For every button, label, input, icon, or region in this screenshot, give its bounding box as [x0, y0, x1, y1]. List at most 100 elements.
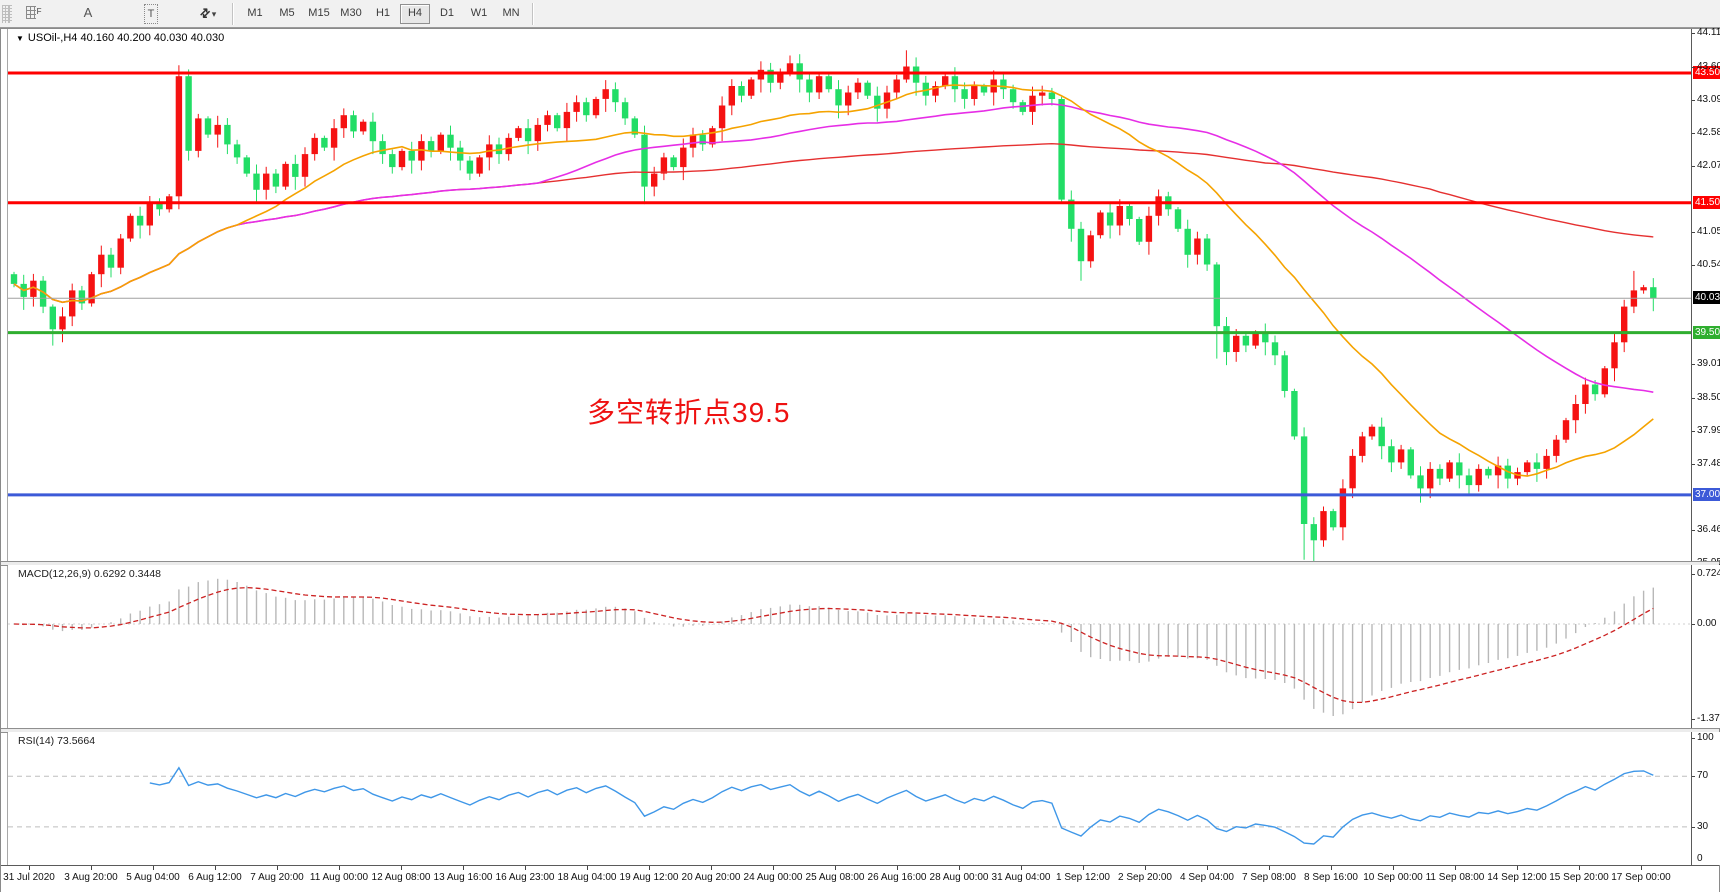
price-tick-mark — [1692, 430, 1695, 432]
candles-layer — [10, 50, 1657, 561]
price-tick-mark — [1692, 165, 1695, 167]
time-tick-mark — [1145, 866, 1146, 870]
macd-tick-mark — [1692, 718, 1695, 720]
price-tick-label: 40.54 — [1697, 259, 1720, 271]
time-tick-mark — [1021, 866, 1022, 870]
date-label: 31 Aug 04:00 — [991, 872, 1051, 883]
timeframe-button-D1[interactable]: D1 — [439, 6, 455, 19]
rsi-tick-label: 30 — [1697, 820, 1709, 832]
time-tick-mark — [1393, 866, 1394, 870]
date-label: 7 Sep 08:00 — [1242, 872, 1296, 883]
chart-annotation[interactable]: 多空转折点39.5 — [587, 397, 791, 428]
date-label: 8 Sep 16:00 — [1304, 872, 1358, 883]
price-tick-mark — [1692, 364, 1695, 366]
time-tick-mark — [835, 866, 836, 870]
grid-f-letter: F — [35, 2, 42, 21]
date-label: 7 Aug 20:00 — [250, 872, 304, 883]
timeframe-button-M5[interactable]: M5 — [279, 6, 295, 19]
time-tick-mark — [153, 866, 154, 870]
window-left-edge — [1, 29, 8, 865]
macd-tick-label: -1.37 — [1697, 712, 1720, 724]
timeframe-button-M30[interactable]: M30 — [340, 6, 362, 19]
time-axis[interactable]: 31 Jul 2020 3 Aug 20:00 5 Aug 04:00 6 Aug 1… — [1, 865, 1719, 892]
rsi-panel[interactable]: RSI(14) 73.5664 — [8, 732, 1691, 865]
price-tick-mark — [1692, 33, 1695, 35]
macd-signal-line — [13, 586, 1654, 704]
time-tick-mark — [773, 866, 774, 870]
macd-panel[interactable]: MACD(12,26,9) 0.6292 0.3448 — [8, 565, 1691, 728]
rsi-axis[interactable]: 100 70 30 0 — [1691, 732, 1720, 866]
time-tick-mark — [1641, 866, 1642, 870]
date-label: 15 Sep 20:00 — [1549, 872, 1609, 883]
toolbar-drag-handle[interactable] — [2, 4, 12, 23]
date-label: 20 Aug 20:00 — [681, 872, 741, 883]
rsi-tick-label: 100 — [1697, 732, 1714, 744]
time-tick-mark — [215, 866, 216, 870]
price-badge-41.50: 41.50 — [1693, 195, 1720, 209]
date-label: 2 Sep 20:00 — [1118, 872, 1172, 883]
toolbar-separator — [232, 2, 234, 25]
price-tick-label: 43.60 — [1697, 60, 1720, 72]
rsi-tick-label: 0 — [1697, 853, 1703, 864]
timeframe-button-H1[interactable]: H1 — [375, 6, 391, 19]
text-label-icon[interactable]: A — [83, 4, 93, 20]
grid-f-icon[interactable]: F — [18, 2, 48, 25]
diagonal-arrows-glyph: ⇄ — [196, 3, 214, 22]
main-chart-panel[interactable]: ▼ USOil-,H4 40.160 40.200 40.030 40.030 — [8, 29, 1691, 561]
date-label: 3 Aug 20:00 — [64, 872, 118, 883]
date-label: 31 Jul 2020 — [3, 872, 55, 883]
macd-axis[interactable]: 0.7244 0.00 -1.37 — [1691, 565, 1720, 728]
time-tick-mark — [1207, 866, 1208, 870]
date-label: 13 Aug 16:00 — [433, 872, 493, 883]
toolbar: F A T ⇄▾ M1 M5 M15 M30 H1 H4 D1 W1 MN — [0, 0, 1720, 28]
price-tick-mark — [1692, 66, 1695, 68]
time-tick-mark — [339, 866, 340, 870]
text-tool-glyph: T — [143, 3, 159, 24]
macd-canvas[interactable] — [8, 565, 1691, 728]
rsi-line — [149, 766, 1654, 845]
price-tick-mark — [1692, 132, 1695, 134]
date-label: 11 Sep 08:00 — [1425, 872, 1485, 883]
price-tick-label: 42.58 — [1697, 126, 1720, 138]
grid-glyph: F — [25, 2, 42, 21]
timeframe-button-M15[interactable]: M15 — [308, 6, 330, 19]
time-tick-mark — [1517, 866, 1518, 870]
time-tick-mark — [1331, 866, 1332, 870]
date-label: 16 Aug 23:00 — [495, 872, 555, 883]
price-tick-mark — [1692, 529, 1695, 531]
time-tick-mark — [587, 866, 588, 870]
price-tick-label: 36.46 — [1697, 523, 1720, 535]
price-tick-mark — [1692, 397, 1695, 399]
date-label: 5 Aug 04:00 — [126, 872, 180, 883]
price-tick-label: 41.05 — [1697, 226, 1720, 237]
dropdown-caret-icon[interactable]: ▾ — [211, 8, 217, 19]
price-tick-label: 42.07 — [1697, 159, 1720, 171]
price-tick-label: 39.01 — [1697, 358, 1720, 370]
price-tick-label: 37.99 — [1697, 424, 1720, 436]
price-tick-label: 43.09 — [1697, 93, 1720, 105]
price-tick-mark — [1692, 265, 1695, 267]
timeframe-button-MN[interactable]: MN — [502, 6, 520, 19]
date-label: 12 Aug 08:00 — [371, 872, 431, 883]
slow-ma-line — [13, 142, 1654, 304]
timeframe-button-W1[interactable]: W1 — [470, 6, 488, 19]
macd-tick-mark — [1692, 624, 1695, 625]
collapse-triangle-icon[interactable]: ▼ — [16, 34, 24, 43]
date-label: 1 Sep 12:00 — [1056, 872, 1110, 883]
price-axis[interactable]: 43.50 41.50 40.03 39.50 37.00 44.11 43.60 43.09… — [1691, 27, 1720, 568]
rsi-canvas[interactable] — [8, 732, 1691, 865]
time-tick-mark — [897, 866, 898, 870]
text-tool-icon[interactable]: T — [136, 3, 166, 25]
symbol-title[interactable]: ▼ USOil-,H4 40.160 40.200 40.030 40.030 — [16, 32, 224, 44]
diagonal-arrows-icon[interactable]: ⇄▾ — [193, 3, 223, 25]
date-label: 18 Aug 04:00 — [557, 872, 617, 883]
time-tick-mark — [1083, 866, 1084, 870]
mid-ma-line — [13, 103, 1654, 393]
time-tick-mark — [525, 866, 526, 870]
timeframe-button-H4[interactable]: H4 — [400, 3, 430, 24]
date-label: 24 Aug 00:00 — [743, 872, 803, 883]
price-tick-mark — [1692, 99, 1695, 101]
timeframe-button-M1[interactable]: M1 — [247, 6, 263, 19]
price-chart-canvas[interactable] — [8, 29, 1691, 561]
